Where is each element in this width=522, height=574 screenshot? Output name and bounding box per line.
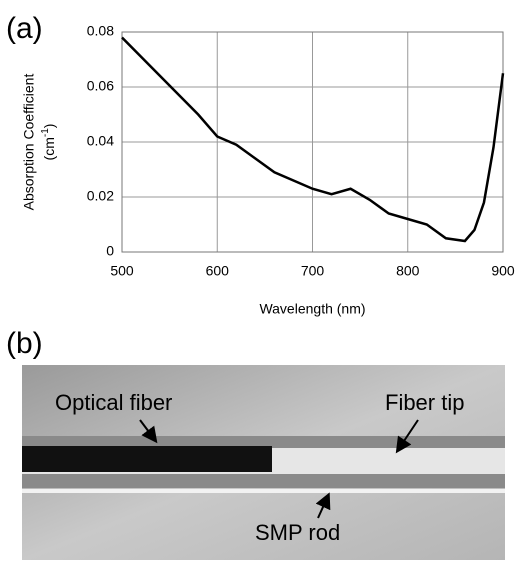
y-tick-label: 0.06 [87,78,114,94]
panel-label: (b) [6,327,43,360]
photo-label: SMP rod [255,520,340,545]
panel-label: (a) [6,12,43,45]
photo-label: Fiber tip [385,390,464,415]
unit-part: (cm [41,137,57,160]
x-tick-label: 900 [491,263,515,279]
y-axis-unit: (cm-1) [40,124,57,161]
chart: 0 0.02 0.04 0.06 0.08 500 600 700 800 900 Waveleng… [21,23,515,317]
rod-edge [22,474,505,488]
arrow [395,419,419,454]
x-axis-label: Wavelength (nm) [259,301,365,317]
arrow [315,492,331,519]
rod-highlight [22,489,505,493]
photo-label: Optical fiber [55,390,172,415]
photo: Optical fiber Fiber tip SMP rod [22,365,505,560]
y-tick-label: 0.02 [87,188,114,204]
x-tick-label: 600 [206,263,230,279]
data-line [121,36,505,243]
y-tick-label: 0 [106,243,114,259]
x-tick-label: 700 [301,263,325,279]
y-axis-label: Absorption Coefficient [21,74,37,211]
y-tick-label: 0.08 [87,23,114,39]
unit-part: -1 [40,128,51,137]
unit-part: ) [41,124,57,129]
y-tick-label: 0.04 [87,133,114,149]
plot-frame [121,31,504,253]
x-tick-label: 500 [110,263,134,279]
optical-fiber [22,446,272,472]
x-tick-label: 800 [396,263,420,279]
arrow [139,419,158,444]
